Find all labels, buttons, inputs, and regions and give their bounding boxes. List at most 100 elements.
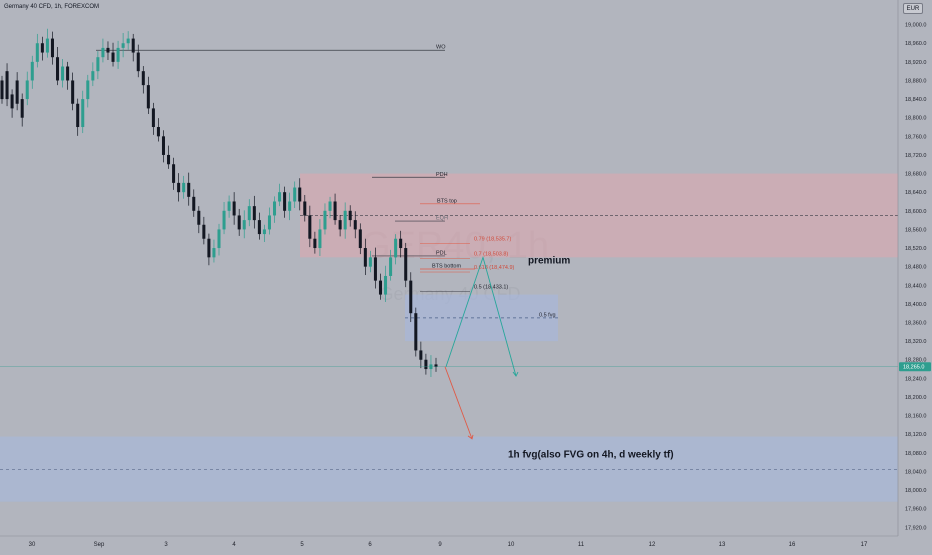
- current-price-tag-label: 18,265.0: [903, 365, 924, 371]
- candle-body: [106, 47, 110, 53]
- candle-body: [424, 359, 428, 370]
- candle-body: [247, 206, 251, 221]
- price-tick-label: 18,960.0: [905, 41, 926, 47]
- candle-body: [55, 57, 60, 81]
- fib-label: 0.7 (18,503.8): [474, 252, 508, 258]
- price-tick-label: 18,240.0: [905, 376, 926, 382]
- time-tick-label: 5: [300, 542, 304, 548]
- candle-body: [343, 210, 347, 230]
- candle-body: [5, 71, 9, 100]
- candle-body: [131, 38, 135, 53]
- candle-body: [323, 210, 327, 230]
- candle-body: [126, 38, 130, 44]
- time-tick-label: 3: [164, 542, 168, 548]
- candle-body: [303, 201, 307, 216]
- candle-body: [414, 313, 418, 351]
- level-label-bts-top: BTS top: [437, 198, 457, 204]
- projection-up-arrowhead: [512, 371, 519, 377]
- price-tick-label: 18,280.0: [905, 358, 926, 364]
- candle-body: [333, 201, 337, 221]
- candle-body: [288, 201, 292, 211]
- zones-layer: [0, 173, 898, 502]
- candle-body: [389, 257, 393, 276]
- candle-body: [293, 187, 297, 202]
- time-tick-label: 10: [508, 542, 515, 548]
- candle-body: [141, 71, 145, 86]
- price-tick-label: 18,560.0: [905, 227, 926, 233]
- candle-body: [50, 38, 54, 58]
- candle-body: [161, 136, 166, 155]
- price-tick-label: 17,920.0: [905, 525, 926, 531]
- level-label-pdh: PDH: [436, 172, 448, 178]
- candle-body: [192, 196, 196, 211]
- annotation-premium: premium: [528, 255, 570, 266]
- candle-body: [384, 275, 388, 295]
- candle-body: [10, 94, 14, 109]
- candle-body: [20, 99, 24, 118]
- price-tick-label: 17,960.0: [905, 507, 926, 513]
- candle-body: [207, 238, 211, 258]
- candle-body: [394, 238, 398, 258]
- price-tick-label: 18,600.0: [905, 209, 926, 215]
- time-axis[interactable]: 30 Sep 3 4 5 6 9 10 11 12 13 16 17: [0, 535, 898, 548]
- candle-body: [419, 350, 423, 360]
- candle-body: [358, 229, 362, 249]
- projection-down-path: [444, 366, 473, 440]
- price-tick-label: 19,000.0: [905, 23, 926, 29]
- candle-body: [25, 80, 29, 100]
- candle-body: [116, 47, 120, 62]
- time-tick-label: 16: [789, 542, 796, 548]
- candle-body: [66, 66, 70, 81]
- candle-body: [348, 210, 352, 221]
- fib-label: 0.79 (18,535.7): [474, 237, 511, 243]
- candle-body: [96, 57, 100, 72]
- candle-body: [177, 182, 181, 193]
- price-tick-label: 18,760.0: [905, 134, 926, 140]
- zone-fvg-small: [405, 294, 558, 342]
- price-tick-label: 18,120.0: [905, 432, 926, 438]
- time-tick-label: 30: [29, 542, 36, 548]
- candle-body: [151, 108, 155, 128]
- price-tick-label: 18,880.0: [905, 78, 926, 84]
- candle-body: [232, 201, 236, 216]
- candle-body: [30, 61, 34, 81]
- candle-body: [217, 229, 221, 249]
- candle-body: [353, 220, 357, 230]
- price-axis[interactable]: 19,000.0 18,960.0 18,920.0 18,880.0 18,840.0…: [897, 0, 932, 550]
- levels-layer: WO PDH BTS top EQH PDL BTS bottom 0.5 fvg 0.79 …: [96, 45, 898, 318]
- price-tick-label: 18,480.0: [905, 265, 926, 271]
- zone-premium: [300, 173, 898, 258]
- candle-body: [409, 280, 413, 314]
- candle-body: [222, 210, 226, 230]
- candle-body: [81, 99, 85, 128]
- price-tick-label: 18,440.0: [905, 283, 926, 289]
- price-tick-label: 18,360.0: [905, 321, 926, 327]
- candle-body: [71, 80, 75, 104]
- time-tick-label: Sep: [94, 542, 105, 548]
- candle-body: [313, 238, 317, 249]
- candle-body: [328, 201, 332, 211]
- price-tick-label: 18,400.0: [905, 302, 926, 308]
- candle-body: [283, 192, 287, 211]
- candle-body: [368, 257, 372, 267]
- annotation-layer: premium 1h fvg(also FVG on 4h, d weekly t…: [508, 255, 674, 460]
- candle-body: [212, 248, 216, 258]
- price-tick-label: 18,520.0: [905, 246, 926, 252]
- price-tick-label: 18,920.0: [905, 60, 926, 66]
- candle-body: [257, 220, 261, 235]
- candle-body: [308, 215, 312, 239]
- price-tick-label: 18,160.0: [905, 414, 926, 420]
- time-tick-label: 6: [368, 542, 372, 548]
- projection-down-arrowhead: [467, 434, 474, 440]
- time-tick-label: 13: [719, 542, 726, 548]
- price-tick-label: 18,000.0: [905, 488, 926, 494]
- candle-body: [338, 220, 342, 230]
- candle-body: [252, 206, 256, 221]
- candle-body: [76, 103, 80, 128]
- price-tick-label: 18,720.0: [905, 153, 926, 159]
- currency-button[interactable]: EUR: [903, 3, 923, 14]
- symbol-title: Germany 40 CFD, 1h, FOREXCOM: [4, 4, 100, 10]
- level-label-bts-bottom: BTS bottom: [432, 263, 461, 269]
